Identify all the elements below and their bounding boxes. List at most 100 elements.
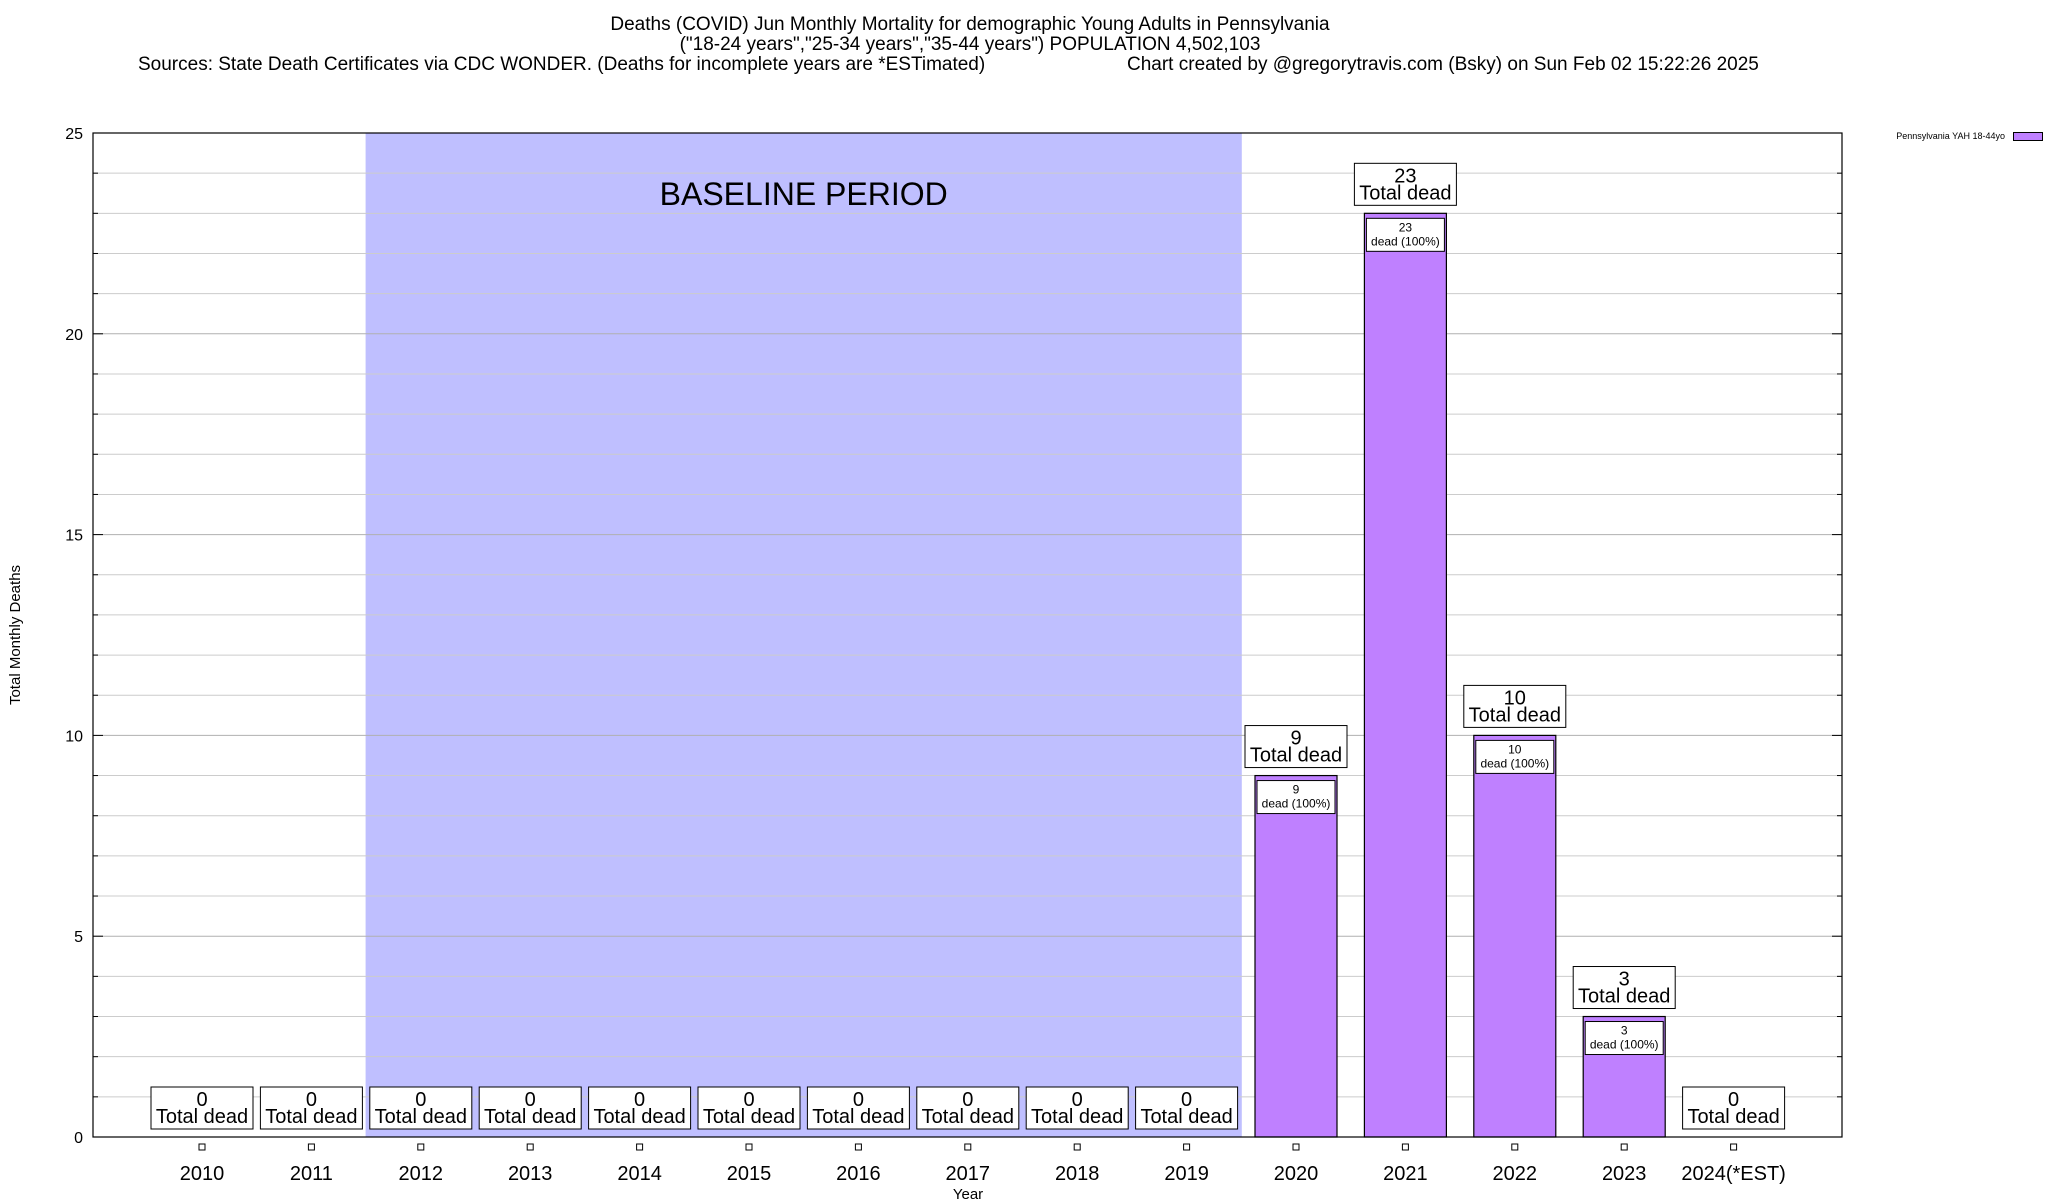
total-label-box xyxy=(1463,684,1567,728)
total-value-label: 0 xyxy=(415,1089,426,1111)
x-tick-label: 2011 xyxy=(290,1163,333,1185)
chart-subtitle: ("18-24 years","25-34 years","35-44 year… xyxy=(679,34,1261,55)
total-value-label: 10 xyxy=(1504,687,1526,709)
inner-label-box xyxy=(1256,780,1336,815)
total-text-label: Total dead xyxy=(593,1106,685,1128)
total-text-label: Total dead xyxy=(484,1106,576,1128)
total-value-label: 9 xyxy=(1290,728,1301,750)
total-label-box xyxy=(1025,1086,1129,1130)
total-label-box xyxy=(259,1086,363,1130)
bar-2020 xyxy=(1254,774,1338,1138)
total-value-label: 0 xyxy=(743,1089,754,1111)
total-label-box xyxy=(806,1086,910,1130)
inner-pct-label: dead (100%) xyxy=(1480,756,1549,770)
inner-value-label: 9 xyxy=(1293,783,1300,797)
inner-label-box xyxy=(1365,217,1445,252)
x-tick-label: 2019 xyxy=(1164,1163,1209,1185)
x-tick-marker xyxy=(1401,1143,1409,1151)
total-text-label: Total dead xyxy=(265,1106,357,1128)
plot-frame xyxy=(92,132,1843,1138)
legend-swatch xyxy=(2013,131,2043,141)
x-tick-marker xyxy=(854,1143,862,1151)
inner-value-label: 23 xyxy=(1399,220,1413,234)
y-tick-label: 15 xyxy=(65,528,83,545)
x-tick-label: 2014 xyxy=(617,1163,662,1185)
y-tick-label: 10 xyxy=(65,728,83,745)
total-text-label: Total dead xyxy=(156,1106,248,1128)
total-text-label: Total dead xyxy=(1687,1106,1779,1128)
x-tick-marker xyxy=(636,1143,644,1151)
x-tick-label: 2016 xyxy=(836,1163,881,1185)
legend: Pennsylvania YAH 18-44yo xyxy=(1896,131,2043,141)
x-tick-marker xyxy=(745,1143,753,1151)
total-value-label: 0 xyxy=(525,1089,536,1111)
x-tick-marker xyxy=(1730,1143,1738,1151)
total-value-label: 3 xyxy=(1619,969,1630,991)
inner-value-label: 3 xyxy=(1621,1024,1628,1038)
chart-title: Deaths (COVID) Jun Monthly Mortality for… xyxy=(610,14,1330,35)
total-value-label: 0 xyxy=(634,1089,645,1111)
total-value-label: 0 xyxy=(1181,1089,1192,1111)
chart-sources: Sources: State Death Certificates via CD… xyxy=(138,54,986,75)
x-tick-label: 2017 xyxy=(946,1163,991,1185)
total-value-label: 0 xyxy=(196,1089,207,1111)
inner-pct-label: dead (100%) xyxy=(1590,1038,1659,1052)
x-axis-label: Year xyxy=(953,1186,983,1200)
x-tick-label: 2013 xyxy=(508,1163,553,1185)
x-tick-label: 2010 xyxy=(180,1163,225,1185)
x-tick-label: 2018 xyxy=(1055,1163,1100,1185)
total-label-box xyxy=(478,1086,582,1130)
bar-2022 xyxy=(1473,734,1557,1138)
inner-pct-label: dead (100%) xyxy=(1262,797,1331,811)
x-tick-label: 2022 xyxy=(1493,1163,1538,1185)
inner-label-box xyxy=(1584,1021,1664,1056)
x-tick-label: 2015 xyxy=(727,1163,772,1185)
total-label-box xyxy=(697,1086,801,1130)
y-axis-label: Total Monthly Deaths xyxy=(7,565,24,705)
total-label-box xyxy=(916,1086,1020,1130)
total-label-box xyxy=(588,1086,692,1130)
total-label-box xyxy=(150,1086,254,1130)
x-tick-label: 2023 xyxy=(1602,1163,1647,1185)
legend-label: Pennsylvania YAH 18-44yo xyxy=(1896,131,2005,141)
total-label-box xyxy=(1244,725,1348,769)
total-value-label: 0 xyxy=(853,1089,864,1111)
x-tick-label: 2021 xyxy=(1383,1163,1428,1185)
total-label-box xyxy=(369,1086,473,1130)
y-tick-label: 0 xyxy=(74,1130,83,1147)
total-text-label: Total dead xyxy=(375,1106,467,1128)
inner-value-label: 10 xyxy=(1508,742,1522,756)
total-value-label: 0 xyxy=(1072,1089,1083,1111)
x-tick-marker xyxy=(526,1143,534,1151)
total-text-label: Total dead xyxy=(703,1106,795,1128)
total-text-label: Total dead xyxy=(1250,745,1342,767)
total-label-box xyxy=(1353,162,1457,206)
x-tick-marker xyxy=(1511,1143,1519,1151)
total-text-label: Total dead xyxy=(1578,986,1670,1008)
x-tick-marker xyxy=(964,1143,972,1151)
chart-credit: Chart created by @gregorytravis.com (Bsk… xyxy=(1127,54,1759,75)
total-text-label: Total dead xyxy=(1031,1106,1123,1128)
total-value-label: 23 xyxy=(1394,165,1416,187)
bar-2021 xyxy=(1363,212,1448,1138)
x-tick-marker xyxy=(1183,1143,1191,1151)
total-text-label: Total dead xyxy=(812,1106,904,1128)
x-tick-marker xyxy=(417,1143,425,1151)
x-tick-label: 2024(*EST) xyxy=(1681,1163,1786,1185)
y-tick-label: 20 xyxy=(65,327,83,344)
x-tick-marker xyxy=(1073,1143,1081,1151)
baseline-band xyxy=(365,133,1242,1137)
x-tick-marker xyxy=(1292,1143,1300,1151)
total-value-label: 0 xyxy=(962,1089,973,1111)
x-tick-marker xyxy=(307,1143,315,1151)
total-value-label: 0 xyxy=(306,1089,317,1111)
x-tick-marker xyxy=(198,1143,206,1151)
total-text-label: Total dead xyxy=(1469,704,1561,726)
x-tick-marker xyxy=(1620,1143,1628,1151)
total-text-label: Total dead xyxy=(922,1106,1014,1128)
y-tick-label: 25 xyxy=(65,126,83,143)
total-text-label: Total dead xyxy=(1359,182,1451,204)
baseline-label: BASELINE PERIOD xyxy=(660,176,948,212)
total-label-box xyxy=(1572,966,1676,1010)
